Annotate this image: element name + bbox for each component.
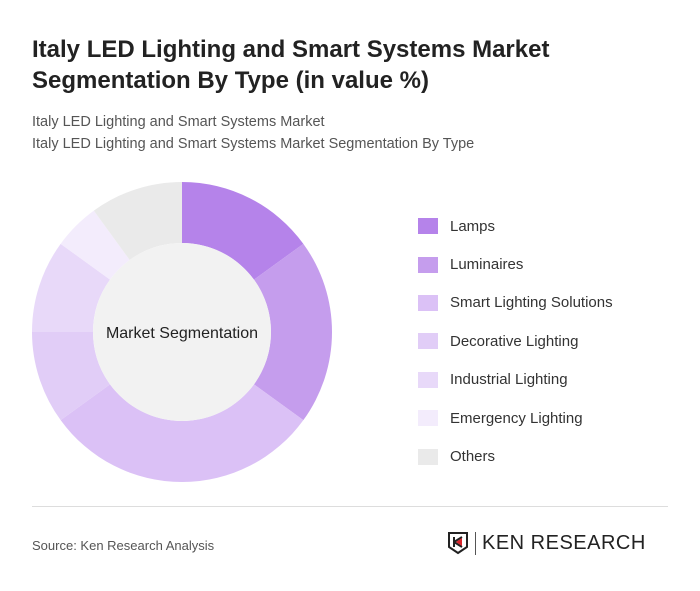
legend-swatch — [418, 333, 438, 350]
legend-label: Industrial Lighting — [450, 371, 568, 389]
legend-item: Emergency Lighting — [418, 399, 613, 437]
slice-others — [93, 182, 182, 260]
source-note: Source: Ken Research Analysis — [32, 538, 215, 553]
slice-smart-lighting-solutions — [60, 384, 304, 482]
legend-label: Smart Lighting Solutions — [450, 294, 613, 312]
legend-swatch — [418, 256, 438, 273]
slice-emergency-lighting — [60, 210, 130, 280]
legend-swatch — [418, 218, 438, 235]
donut-center — [93, 243, 271, 421]
legend-swatch — [418, 371, 438, 388]
legend-label: Others — [450, 448, 496, 466]
legend-item: Industrial Lighting — [418, 361, 613, 399]
legend-item: Decorative Lighting — [418, 322, 613, 360]
legend-item: Lamps — [418, 207, 613, 245]
legend-swatch — [418, 448, 438, 465]
legend-label: Emergency Lighting — [450, 409, 583, 427]
chart-title: Italy LED Lighting and Smart Systems Mar… — [32, 36, 550, 94]
legend-swatch — [418, 294, 438, 311]
legend-item: Smart Lighting Solutions — [418, 284, 613, 322]
logo-icon — [448, 532, 468, 555]
subtitle: Italy LED Lighting and Smart Systems Mar… — [32, 114, 325, 130]
legend-swatch — [418, 410, 438, 427]
slice-decorative-lighting — [32, 332, 110, 421]
divider — [32, 506, 668, 507]
legend: Lamps Luminaires Smart Lighting Solutions D… — [418, 207, 613, 476]
legend-item: Luminaires — [418, 245, 613, 283]
ken-research-logo: KEN RESEARCH — [447, 531, 646, 555]
legend-label: Lamps — [450, 217, 496, 235]
slice-industrial-lighting — [32, 243, 110, 332]
legend-label: Luminaires — [450, 256, 524, 274]
legend-label: Decorative Lighting — [450, 332, 579, 350]
subtitle-2: Italy LED Lighting and Smart Systems Mar… — [32, 136, 475, 152]
center-label: Market Segmentation — [106, 325, 258, 342]
logo-text: KEN RESEARCH — [475, 531, 646, 555]
legend-item: Others — [418, 437, 613, 475]
slice-lamps — [182, 182, 304, 280]
slice-luminaires — [254, 243, 332, 421]
